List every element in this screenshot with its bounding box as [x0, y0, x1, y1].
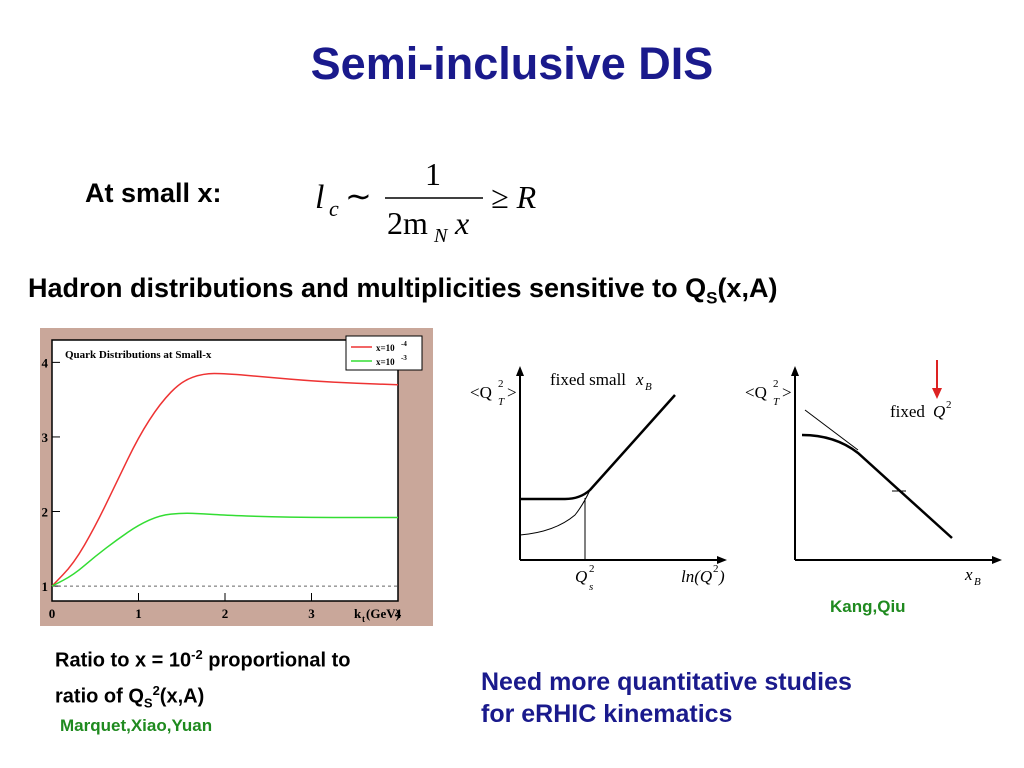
- ratio-line2-b: (x,A): [159, 685, 205, 708]
- legend-box: [345, 335, 423, 371]
- need-line-1: Need more quantitative studies: [481, 668, 852, 696]
- formula-den-sub: N: [433, 225, 449, 247]
- red-arrow-icon: [932, 388, 942, 399]
- sketch-left-ylabel-close: >: [507, 383, 517, 402]
- x-tick-label: 4: [395, 606, 402, 621]
- sketch-right-title-var-sup: 2: [946, 399, 952, 411]
- sketch-left-main-curve: [520, 394, 676, 501]
- formula-den-tail: x: [454, 205, 469, 241]
- need-studies-note: Need more quantitative studies for eRHIC…: [481, 666, 852, 730]
- sketch-left-qs-sub: s: [589, 581, 593, 593]
- ratio-line-1: Ratio to x = 10-2 proportional to: [55, 640, 350, 676]
- coherence-length-formula: l c ∼ 1 2m N x ≥ R: [305, 150, 585, 255]
- formula-lhs-sub: c: [329, 196, 339, 221]
- slide-title: Semi-inclusive DIS: [310, 38, 714, 89]
- ratio-line-2: ratio of QS2(x,A): [55, 676, 350, 719]
- hadron-text: Hadron distributions and multiplicities …: [28, 273, 707, 303]
- ratio-line2-sub: S: [143, 695, 153, 711]
- series-line-1: [51, 512, 398, 587]
- sketch-left-x-arrow: [717, 556, 727, 564]
- ratio-line1-b: proportional to: [202, 649, 351, 672]
- sketch-right-ylabel-close: >: [782, 383, 792, 402]
- sketch-left-y-arrow: [516, 366, 524, 376]
- sketch-left-qs: Q: [575, 567, 587, 586]
- x-tick-label: 2: [222, 606, 229, 621]
- formula-geq: ≥ R: [491, 179, 537, 215]
- sketch-right-title: fixed: [890, 402, 925, 421]
- hadron-statement: Hadron distributions and multiplicities …: [28, 273, 777, 308]
- small-x-label: At small x:: [85, 178, 222, 208]
- sketch-left-xlabel: ln(Q: [681, 567, 712, 586]
- x-tick-label: 3: [308, 606, 315, 621]
- sketch-right-xlabel: x: [964, 565, 973, 584]
- legend-label-sup-1: -3: [401, 354, 407, 362]
- need-line-2: for eRHIC kinematics: [481, 700, 733, 728]
- credit-kang-qiu: Kang,Qiu: [830, 597, 906, 616]
- quark-distribution-chart: 0 1 2 3 4 1 2 3 4 Quark Distributions at Small-x x…: [40, 328, 435, 633]
- legend-label-1: x=10: [376, 357, 395, 367]
- formula-svg: l c ∼ 1 2m N x ≥ R: [315, 156, 537, 247]
- sketch-right-title-var: Q: [933, 402, 945, 421]
- sketch-right-x-arrow: [992, 556, 1002, 564]
- sketch-left-title-var: x: [635, 370, 644, 389]
- legend-label-sup-0: -4: [401, 340, 407, 348]
- sketch-right-curve: [801, 433, 953, 539]
- sketch-left-ylabel: <Q: [470, 383, 492, 402]
- sketch-left-title: fixed small: [550, 370, 626, 389]
- series-line-0: [51, 372, 399, 587]
- x-axis-label-unit: (GeV): [366, 606, 400, 621]
- y-tick-label: 4: [42, 355, 49, 370]
- sketch-left-ylabel-sub: T: [498, 396, 505, 408]
- formula-lhs: l: [315, 179, 324, 216]
- sketch-right-ylabel: <Q: [745, 383, 767, 402]
- plot-area: [51, 339, 399, 602]
- ratio-line1-a: Ratio to x = 10: [55, 649, 192, 672]
- legend-label-0: x=10: [376, 343, 395, 353]
- sketch-left-qs-sup: 2: [589, 563, 595, 575]
- ratio-line1-sup: -2: [191, 647, 203, 662]
- y-tick-label: 1: [42, 579, 49, 594]
- sketch-left-svg: <Q 2 T > fixed small x B Q 2 s ln(Q 2 ): [470, 366, 727, 593]
- sketch-right-ylabel-sub: T: [773, 396, 780, 408]
- sketch-left-xlabel-sup: 2: [713, 563, 719, 575]
- sketch-left-ylabel-sup: 2: [498, 378, 504, 390]
- sketch-right-asymptote: [804, 409, 859, 451]
- sketch-right-ylabel-sup: 2: [773, 378, 779, 390]
- y-tick-label: 2: [42, 505, 49, 520]
- x-tick-label: 0: [49, 606, 56, 621]
- sketch-fixed-q2: <Q 2 T > fixed Q 2 x B: [740, 355, 1010, 600]
- sketch-left-title-var-sub: B: [645, 381, 652, 393]
- ratio-line2-a: ratio of Q: [55, 685, 144, 708]
- sketch-right-y-arrow: [791, 366, 799, 376]
- hadron-tail: (x,A): [717, 273, 778, 303]
- chart-title: Quark Distributions at Small-x: [65, 349, 212, 361]
- ratio-line2-sup: 2: [152, 682, 160, 698]
- x-tick-label: 1: [135, 606, 142, 621]
- ratio-caption: Ratio to x = 10-2 proportional to ratio …: [55, 640, 350, 718]
- credit-marquet-xiao-yuan: Marquet,Xiao,Yuan: [60, 716, 213, 735]
- formula-den: 2m: [387, 205, 428, 241]
- sketch-fixed-small-xb: <Q 2 T > fixed small x B Q 2 s ln(Q 2 ): [465, 360, 735, 605]
- formula-num: 1: [425, 156, 441, 192]
- y-tick-label: 3: [42, 430, 49, 445]
- x-axis-label: k: [354, 606, 362, 621]
- sketch-right-svg: <Q 2 T > fixed Q 2 x B: [745, 360, 1002, 588]
- sketch-left-lower-curve: [519, 489, 591, 536]
- sketch-left-xlabel-close: ): [718, 567, 725, 586]
- x-axis-label-sub: t: [362, 614, 365, 624]
- formula-rel: ∼: [345, 178, 372, 214]
- sketch-right-xlabel-sub: B: [974, 576, 981, 588]
- hadron-sub: S: [706, 288, 718, 308]
